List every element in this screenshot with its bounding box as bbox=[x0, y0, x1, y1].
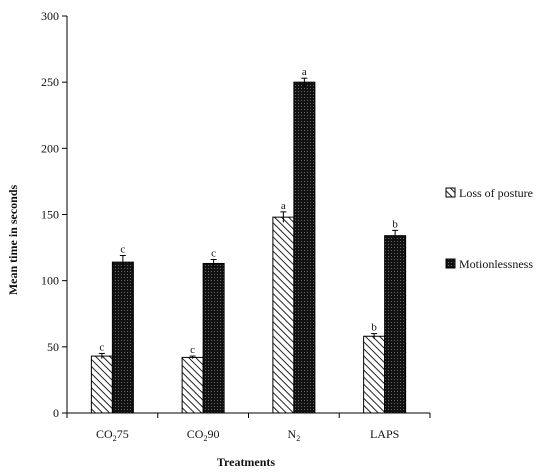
legend-swatch-motionlessness bbox=[445, 258, 456, 269]
bar-loss-of-posture bbox=[363, 335, 386, 414]
significance-letter: b bbox=[371, 322, 377, 334]
legend-label-loss-of-posture: Loss of posture bbox=[459, 186, 533, 200]
significance-letter: c bbox=[211, 247, 216, 259]
x-tick-label: CO290 bbox=[187, 427, 220, 443]
bar-motionlessness bbox=[384, 235, 407, 414]
legend-label-motionlessness: Motionlessness bbox=[459, 257, 533, 271]
y-tick-label: 300 bbox=[41, 9, 59, 23]
significance-letter: a bbox=[281, 200, 286, 212]
bar-loss-of-posture bbox=[90, 355, 113, 414]
x-tick-label: CO275 bbox=[96, 427, 129, 443]
bar-motionlessness bbox=[293, 81, 316, 414]
bar-motionlessness bbox=[111, 261, 134, 414]
y-tick-label: 0 bbox=[53, 406, 59, 420]
bar-loss-of-posture bbox=[181, 356, 204, 414]
significance-letter: c bbox=[99, 341, 104, 353]
y-axis: 0 50 100 150 200 250 300 bbox=[41, 9, 68, 420]
significance-letter: c bbox=[190, 344, 195, 356]
y-tick-label: 100 bbox=[41, 274, 59, 288]
bar-motionlessness bbox=[202, 262, 225, 414]
legend: Loss of posture Motionlessness bbox=[445, 186, 533, 271]
y-tick-label: 50 bbox=[47, 340, 59, 354]
significance-letter: b bbox=[392, 218, 398, 230]
y-tick-label: 250 bbox=[41, 75, 59, 89]
y-axis-title: Mean time in seconds bbox=[6, 185, 20, 296]
significance-letter: a bbox=[302, 66, 307, 78]
x-axis-title: Treatments bbox=[217, 455, 276, 469]
significance-letter: c bbox=[120, 244, 125, 256]
x-tick-label: N2 bbox=[288, 427, 301, 443]
x-tick-label: LAPS bbox=[370, 427, 399, 441]
legend-swatch-loss-of-posture bbox=[445, 187, 456, 198]
bar-loss-of-posture bbox=[272, 216, 295, 414]
x-axis: CO275 CO290 N2 LAPS bbox=[66, 412, 431, 443]
bars: c c a b c c a b bbox=[90, 66, 407, 414]
y-tick-label: 150 bbox=[41, 208, 59, 222]
y-tick-label: 200 bbox=[41, 141, 59, 155]
